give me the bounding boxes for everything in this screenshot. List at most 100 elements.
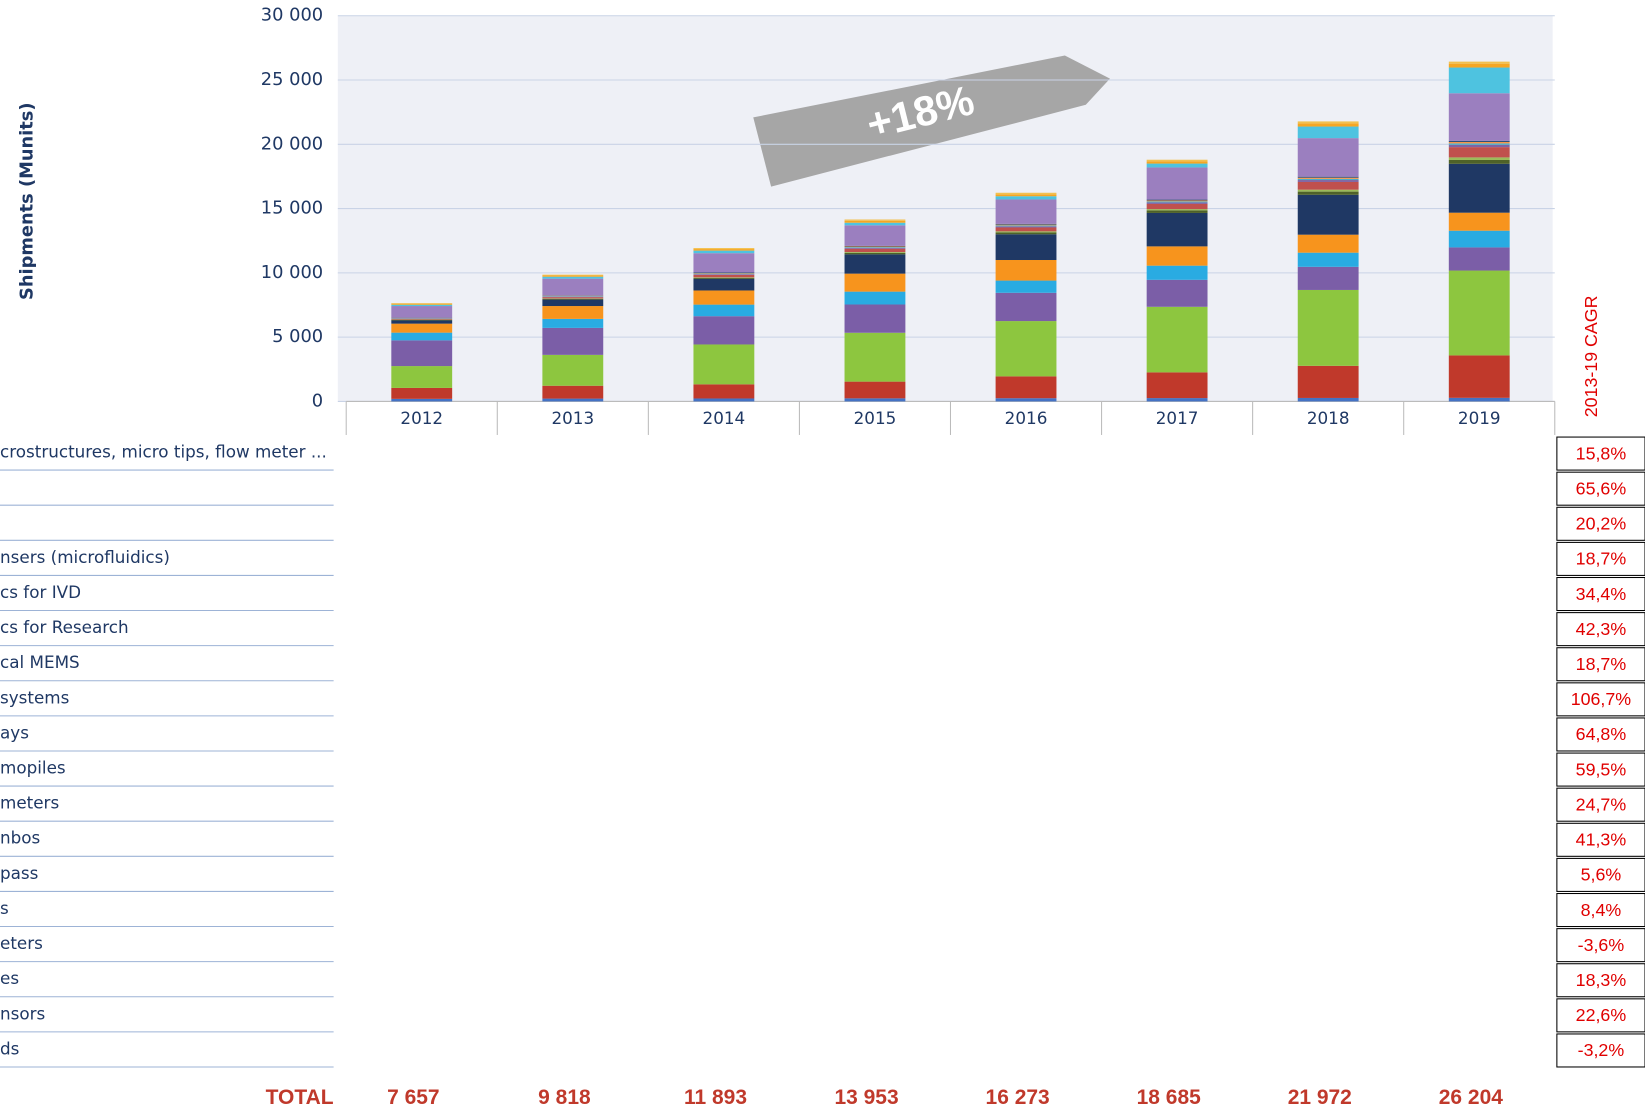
bar-segment [693, 272, 755, 273]
bar-segment [1146, 306, 1208, 373]
x-tick-label: 2017 [1156, 408, 1199, 428]
bar-segment [1297, 191, 1359, 195]
bar-segment [1448, 143, 1510, 145]
bar-segment [995, 280, 1057, 293]
x-tick-label: 2016 [1005, 408, 1048, 428]
bar-segment [542, 385, 604, 399]
bar-segment [1297, 126, 1359, 139]
bar-segment [1146, 372, 1208, 399]
x-tick-label: 2012 [400, 408, 443, 428]
bar-segment [1297, 194, 1359, 235]
bar-segment [844, 225, 906, 246]
total-value: 7 657 [387, 1086, 440, 1109]
bar-segment [1448, 212, 1510, 231]
bar-segment [995, 223, 1057, 225]
bar-segment [844, 252, 906, 253]
total-value: 26 204 [1439, 1086, 1504, 1109]
y-tick-label: 0 [312, 390, 323, 411]
bar-segment [693, 344, 755, 385]
bar-segment [542, 298, 604, 300]
cagr-value: 41,3% [1576, 830, 1627, 850]
bar-segment [542, 274, 604, 276]
bar-segment [844, 291, 906, 305]
bar-segment [391, 366, 453, 388]
bar-segment [995, 234, 1057, 261]
bar-segment [995, 292, 1057, 322]
bar-segment [1146, 246, 1208, 266]
bar-segment [693, 398, 755, 402]
cagr-value: 15,8% [1576, 443, 1627, 463]
bar-segment [1146, 209, 1208, 211]
y-tick-label: 30 000 [261, 5, 323, 26]
bar-segment [1297, 252, 1359, 267]
cagr-cell [1556, 1033, 1645, 1068]
bar-segment [1448, 140, 1510, 142]
bar-segment [844, 252, 906, 255]
bar-segment [391, 306, 453, 318]
bar-segment [693, 278, 755, 291]
bar-segment [391, 340, 453, 367]
bar-segment [391, 387, 453, 399]
bar-segment [542, 278, 604, 296]
total-value: 18 685 [1137, 1086, 1202, 1109]
bar-segment [542, 297, 604, 299]
bar-segment [995, 232, 1057, 235]
y-tick-label: 15 000 [261, 198, 323, 219]
bar-segment [995, 227, 1057, 232]
bar-segment [1448, 144, 1510, 148]
bar-segment [995, 398, 1057, 402]
row-label: nbos [0, 828, 40, 848]
total-value: 21 972 [1288, 1086, 1352, 1109]
total-value: 16 273 [986, 1086, 1050, 1109]
bar-segment [995, 199, 1057, 224]
bar-segment [995, 226, 1057, 228]
bar-segment [1297, 123, 1359, 127]
row-label: eters [0, 933, 43, 953]
bar-segment [391, 320, 453, 324]
x-tick-label: 2015 [854, 408, 897, 428]
bar-segment [1297, 289, 1359, 366]
y-tick-label: 5 000 [272, 326, 323, 347]
bar-segment [1448, 159, 1510, 164]
bar-segment [1297, 177, 1359, 179]
bar-segment [1146, 161, 1208, 164]
bar-segment [844, 245, 906, 247]
bar-segment [1297, 189, 1359, 192]
bar-segment [693, 250, 755, 254]
cagr-value: 106,7% [1571, 689, 1632, 709]
cagr-value: 59,5% [1576, 759, 1627, 779]
cagr-cell [1556, 506, 1645, 541]
bar-segment [1297, 266, 1359, 290]
bar-segment [844, 220, 906, 223]
bar-segment [844, 332, 906, 382]
total-value: 11 893 [684, 1086, 747, 1109]
bar-segment [693, 290, 755, 305]
bar-segment [542, 318, 604, 328]
cagr-value: -3,2% [1578, 1040, 1625, 1060]
bar-segment [1297, 181, 1359, 190]
bar-segment [693, 248, 755, 250]
bar-segment [693, 277, 755, 278]
cagr-value: 18,7% [1576, 654, 1627, 674]
row-label: cal MEMS [0, 652, 80, 672]
bar-segment [542, 296, 604, 298]
y-tick-label: 10 000 [261, 262, 323, 283]
cagr-cell [1556, 963, 1645, 998]
bar-segment [844, 254, 906, 274]
bar-segment [693, 249, 755, 251]
bar-segment [844, 247, 906, 249]
cagr-value: 8,4% [1581, 900, 1622, 920]
bar-segment [693, 316, 755, 345]
bar-segment [995, 192, 1057, 195]
bar-segment [1146, 203, 1208, 210]
cagr-cell [1556, 998, 1645, 1033]
bar-segment [1297, 176, 1359, 178]
bar-segment [844, 246, 906, 248]
cagr-cell [1556, 928, 1645, 963]
cagr-cell [1556, 787, 1645, 822]
bar-segment [1448, 157, 1510, 160]
bar-segment [995, 225, 1057, 227]
cagr-value: 18,7% [1576, 549, 1627, 569]
cagr-cell [1556, 541, 1645, 576]
